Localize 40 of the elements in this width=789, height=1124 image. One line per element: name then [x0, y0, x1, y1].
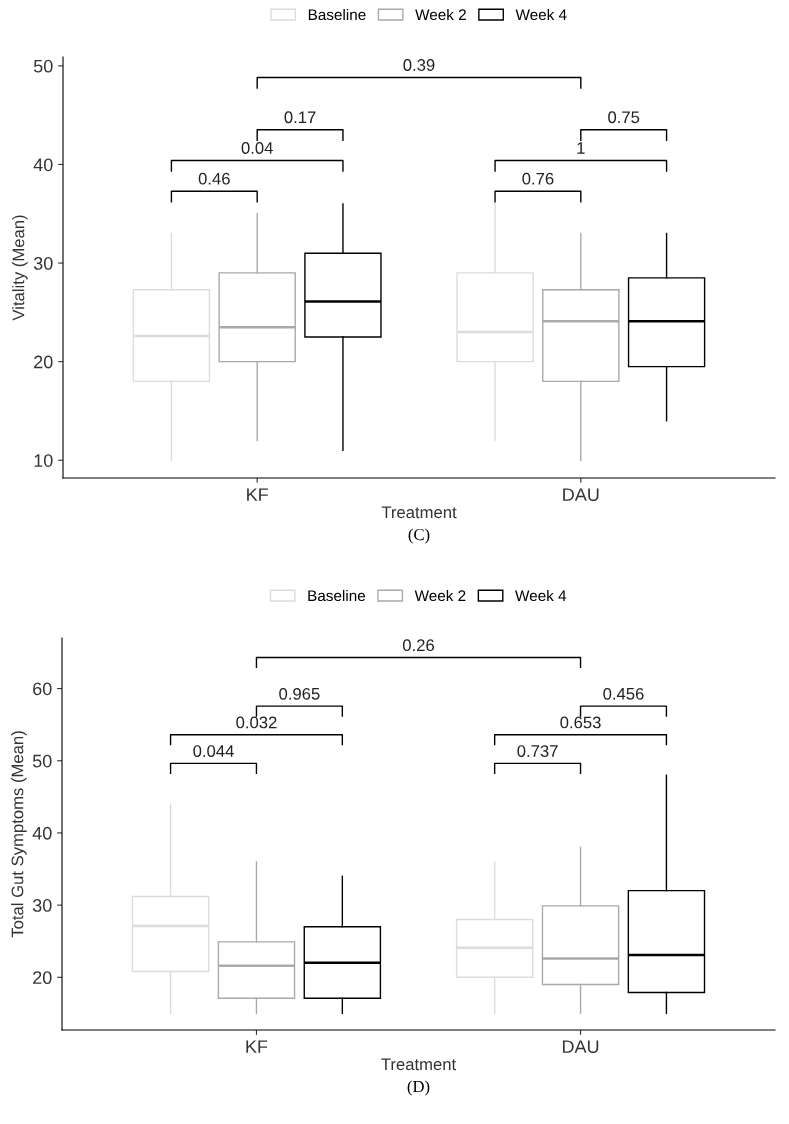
y-tick-label: 10 — [34, 454, 53, 467]
y-axis-title: Total Gut Symptoms (Mean) — [11, 731, 27, 938]
annotation: 0.737 — [517, 745, 558, 757]
y-tick-label: 30 — [33, 257, 53, 270]
annotation: 0.04 — [241, 142, 273, 154]
y-tick-label: 40 — [33, 158, 53, 172]
legend-label: Week 4 — [515, 589, 567, 602]
y-axis-title: Vitality (Mean) — [12, 215, 28, 321]
y-tick-label: 30 — [32, 899, 52, 912]
y-tick-label: 50 — [33, 59, 53, 73]
y-tick-label: 20 — [34, 355, 53, 369]
annotation: 0.456 — [603, 687, 644, 700]
x-tick-label: KF — [246, 1040, 268, 1053]
x-tick-label: DAU — [563, 488, 599, 501]
x-tick-label: DAU — [562, 1040, 599, 1053]
x-axis-title: Treatment — [381, 506, 457, 519]
annotation: 0.653 — [560, 716, 601, 729]
y-tick-label: 20 — [33, 971, 52, 985]
text: (D) — [407, 1080, 430, 1096]
text: (C) — [408, 528, 430, 544]
annotation: 0.76 — [522, 172, 554, 185]
annotation: 0.17 — [284, 111, 316, 124]
legend-label: Baseline — [308, 589, 366, 602]
annotation: 0.46 — [198, 172, 230, 185]
legend-label: Week 2 — [414, 589, 466, 602]
y-tick-label: 40 — [32, 826, 52, 840]
annotation: 1 — [577, 142, 585, 154]
annotation: 0.965 — [279, 687, 320, 700]
annotation: 0.75 — [608, 111, 640, 124]
annotation: 0.032 — [236, 716, 277, 729]
x-tick-label: KF — [247, 488, 268, 501]
x-axis-title: Treatment — [381, 1058, 457, 1071]
legend-label: Week 2 — [415, 8, 466, 21]
annotation: 0.39 — [403, 59, 435, 71]
legend-label: Week 4 — [515, 8, 567, 21]
y-tick-label: 60 — [33, 682, 52, 696]
annotation: 0.26 — [402, 639, 434, 652]
annotation: 0.044 — [193, 745, 234, 757]
y-tick-label: 50 — [32, 754, 52, 768]
legend-label: Baseline — [308, 8, 366, 21]
